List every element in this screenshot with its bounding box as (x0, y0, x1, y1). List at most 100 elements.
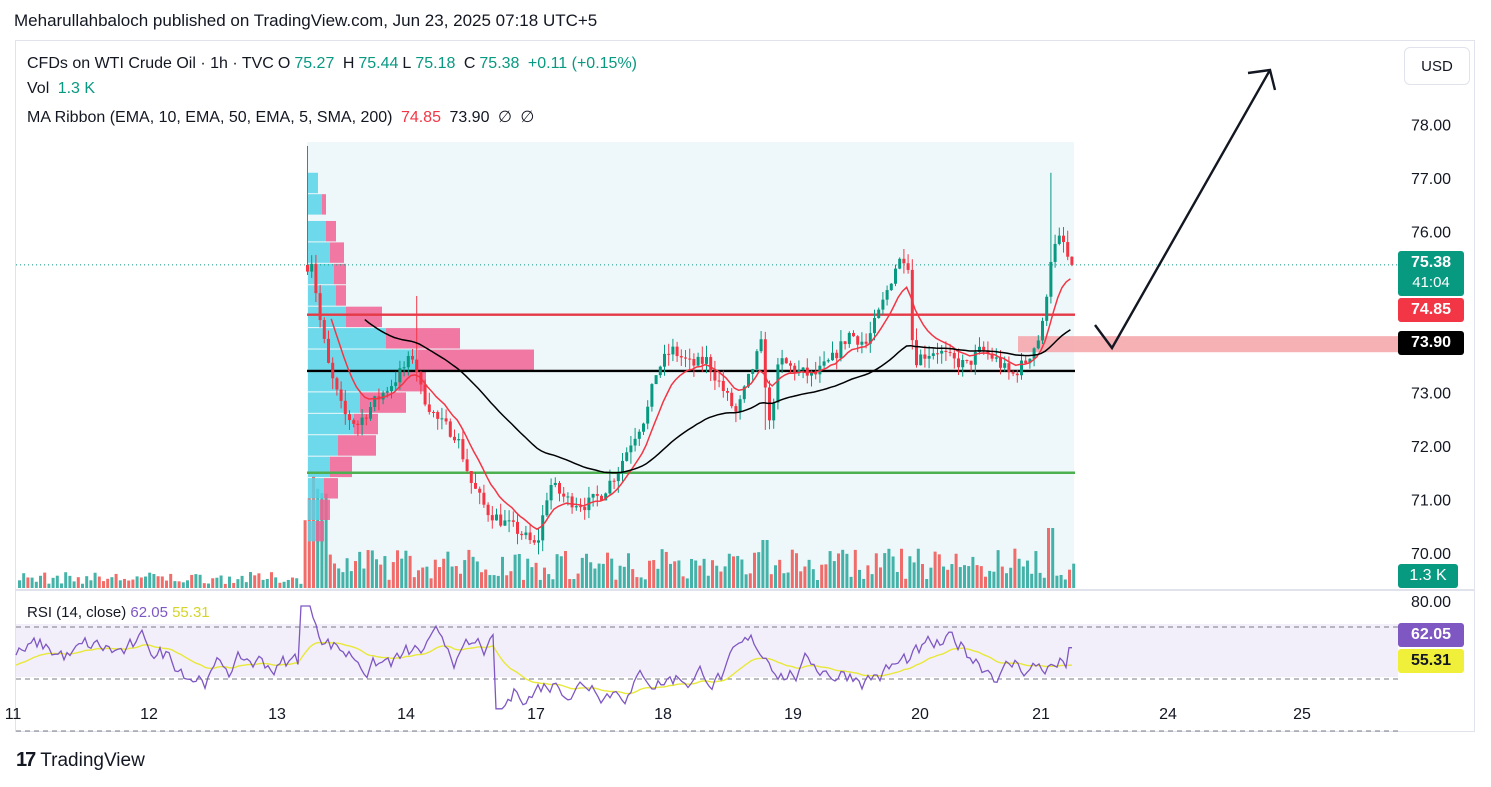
volume-bar (622, 566, 626, 588)
ma-ribbon-legend[interactable]: MA Ribbon (EMA, 10, EMA, 50, EMA, 5, SMA… (27, 107, 538, 127)
volume-bar (383, 556, 387, 588)
volume-bar (824, 564, 828, 588)
candle-body (1028, 358, 1032, 364)
volume-bar (677, 560, 681, 588)
volume-bar (874, 553, 878, 588)
volume-bar (648, 560, 651, 588)
volume-profile-down-row (330, 242, 344, 263)
currency-button[interactable]: USD (1404, 47, 1470, 85)
rsi-legend[interactable]: RSI (14, close) 62.05 55.31 (27, 604, 210, 621)
candle-body (936, 353, 939, 355)
volume-bar (900, 548, 903, 588)
volume-profile-down-row (316, 520, 324, 542)
volume-bar (681, 576, 685, 588)
volume-bar (76, 577, 80, 588)
volume-bar (564, 550, 567, 588)
candle-body (906, 263, 910, 270)
volume-bar (194, 574, 198, 588)
volume-bar (1063, 579, 1067, 588)
volume-bar (228, 576, 231, 588)
candle-body (440, 418, 444, 420)
volume-bar (534, 562, 538, 588)
volume-legend[interactable]: Vol 1.3 K (27, 80, 99, 98)
symbol-legend[interactable]: CFDs on WTI Crude Oil · 1h · TVC O 75.27 H… (27, 55, 641, 73)
volume-profile-down-row (346, 306, 382, 328)
volume-bar (568, 579, 572, 588)
rsi-label: RSI (14, close) (27, 604, 127, 621)
high-value: 75.44 (358, 55, 399, 72)
time-axis-tick: 21 (1032, 706, 1050, 723)
volume-bar (345, 558, 349, 588)
rsi-ma-price-label: 55.31 (1398, 649, 1464, 673)
candle-body (952, 352, 956, 359)
price-axis-tick: 76.00 (1411, 225, 1451, 242)
candle-body (469, 471, 473, 483)
volume-profile-up-row (308, 413, 354, 435)
time-axis-tick: 19 (784, 706, 802, 723)
volume-bar (643, 579, 647, 588)
candle-body (461, 439, 465, 460)
volume-bar (492, 575, 496, 588)
volume-bar (715, 565, 719, 588)
volume-bar (43, 572, 47, 588)
volume-bar (169, 573, 173, 588)
volume-bar (286, 579, 290, 588)
volume-bar (559, 556, 563, 588)
volume-bar (295, 578, 299, 588)
candle-body (726, 391, 729, 393)
volume-profile-down-row (386, 328, 460, 349)
candle-body (1007, 363, 1011, 373)
volume-bar (47, 583, 51, 588)
volume-bar (631, 569, 635, 588)
ma-ribbon-label: MA Ribbon (EMA, 10, EMA, 50, EMA, 5, SMA… (27, 109, 393, 126)
price-axis-tick: 71.00 (1411, 493, 1451, 510)
volume-bar (106, 578, 110, 588)
candle-body (541, 515, 545, 541)
candle-body (411, 355, 414, 360)
volume-bar (580, 557, 584, 588)
volume-bar (299, 583, 303, 588)
volume-profile-down-row (338, 435, 376, 456)
candle-body (919, 354, 923, 366)
volume-profile-up-row (308, 349, 418, 370)
candle-body (1015, 373, 1019, 376)
ema10-price-label: 74.85 (1398, 298, 1464, 322)
candle-body (877, 309, 881, 318)
volume-bar (165, 580, 168, 588)
volume-bar (261, 579, 265, 588)
candle-body (1032, 348, 1036, 359)
volume-bar (979, 566, 983, 588)
time-axis-tick: 12 (140, 706, 158, 723)
volume-bar (921, 564, 924, 588)
volume-bar (1051, 528, 1055, 588)
volume-bar (51, 577, 55, 588)
tradingview-logo-icon: 17 (16, 749, 36, 771)
volume-profile-up-row (308, 478, 324, 499)
volume-profile-down-row (418, 349, 534, 370)
volume-bar (597, 563, 601, 588)
volume-bar (669, 563, 672, 588)
candle-body (734, 406, 738, 412)
volume-bar (719, 571, 723, 588)
ma-value-2: 73.90 (449, 109, 490, 126)
volume-bar (379, 564, 383, 588)
volume-bar (946, 569, 950, 588)
published-by-header: Meharullahbaloch published on TradingVie… (14, 11, 598, 30)
candle-body (478, 488, 482, 493)
volume-bar (530, 567, 534, 588)
candle-body (364, 417, 368, 419)
volume-bar (39, 575, 42, 588)
volume-bar (421, 567, 425, 588)
footer-brand[interactable]: 17 TradingView (16, 749, 145, 772)
candle-body (965, 360, 969, 362)
volume-bar (110, 577, 114, 588)
candle-body (381, 392, 385, 400)
candle-body (516, 521, 519, 534)
candle-body (751, 369, 755, 374)
volume-bar (417, 570, 420, 588)
candle-body (931, 353, 935, 356)
candle-body (549, 485, 553, 501)
volume-bar (740, 559, 744, 588)
volume-bar (664, 551, 668, 588)
